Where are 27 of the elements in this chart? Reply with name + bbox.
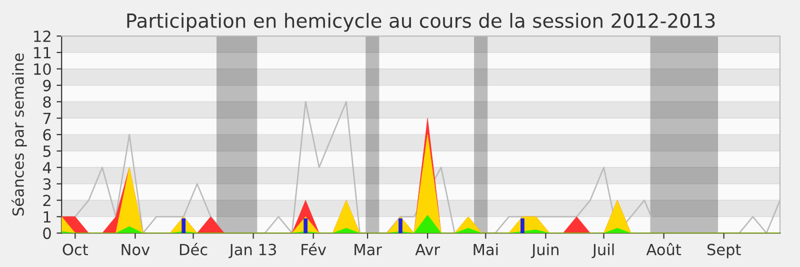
y-tick-label: 12: [34, 30, 50, 42]
x-tick-label: Août: [646, 242, 682, 256]
x-tick-label: Avr: [415, 244, 440, 256]
x-tick-label: Mar: [354, 244, 382, 256]
x-tick-label: Juin: [530, 244, 558, 258]
y-tick-label: 0: [43, 228, 51, 240]
y-tick-label: 8: [43, 96, 51, 108]
y-tick-label: 4: [42, 162, 52, 174]
x-tick-label: Sept: [707, 244, 741, 258]
y-tick-label: 3: [43, 178, 51, 190]
x-tick-label: Déc: [180, 242, 208, 256]
x-tick-label: Juil: [592, 244, 614, 258]
y-tick-label: 9: [43, 80, 51, 92]
x-tick-label: Fév: [302, 242, 326, 256]
y-tick-label: 2: [43, 194, 50, 206]
y-axis-title: Séances par semaine: [11, 53, 27, 216]
y-tick-label: 10: [34, 63, 51, 75]
y-tick-label: 7: [43, 112, 51, 124]
y-tick-label: 11: [34, 47, 50, 58]
x-tick-label: Oct: [62, 244, 88, 256]
y-tick-label: 1: [44, 211, 50, 222]
chart-title: Participation en hemicycle au cours de la session 2012-2013: [127, 12, 715, 32]
x-tick-label: Nov: [122, 244, 150, 256]
x-tick-label: Jan 13: [228, 244, 276, 258]
y-tick-label: 5: [43, 146, 51, 158]
x-tick-label: Mai: [474, 244, 498, 256]
y-tick-label: 6: [43, 129, 51, 141]
